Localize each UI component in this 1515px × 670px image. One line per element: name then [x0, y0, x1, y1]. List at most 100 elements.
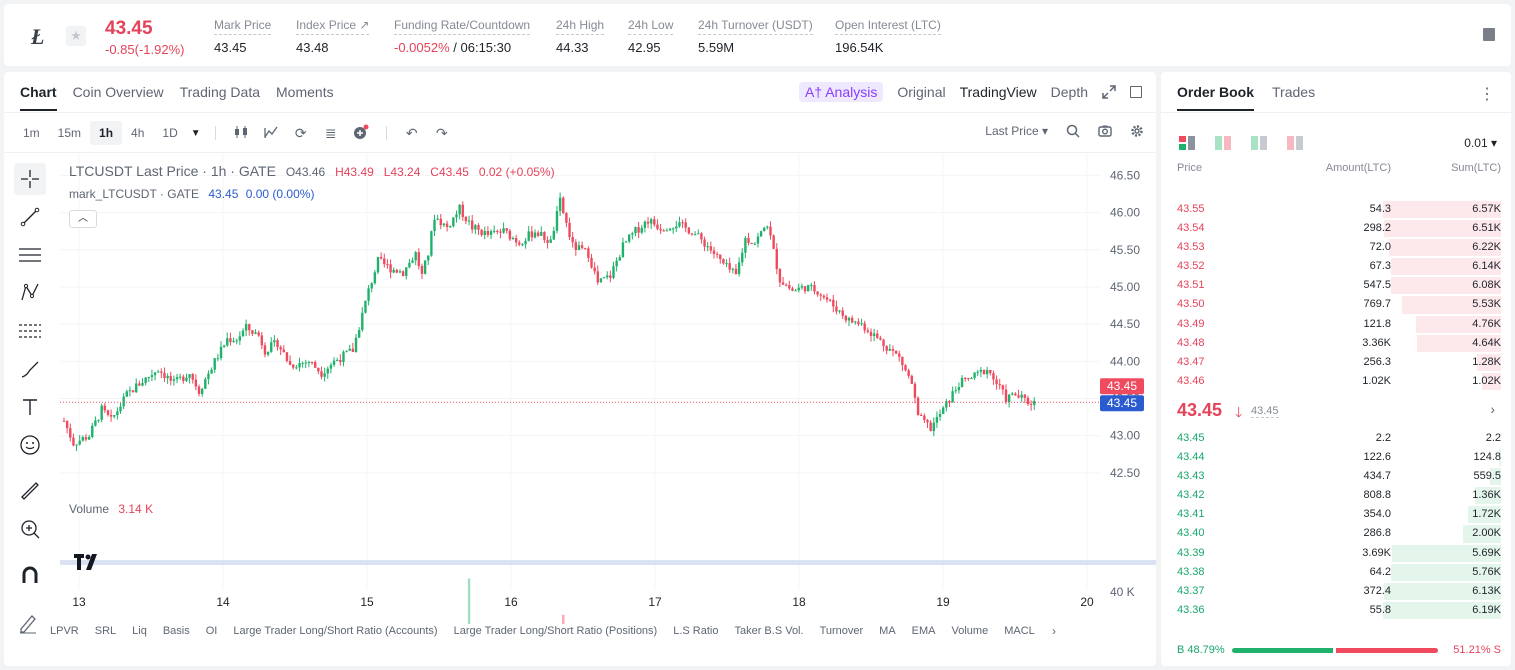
- horizontal-lines-icon: [19, 248, 41, 262]
- settings-list-icon[interactable]: ≣: [324, 124, 337, 141]
- view-depth[interactable]: Depth: [1050, 84, 1088, 100]
- interval-1h[interactable]: 1h: [90, 121, 123, 145]
- horizontal-lines-tool[interactable]: [12, 236, 48, 274]
- indicator-12[interactable]: Volume: [951, 625, 989, 637]
- ask-row[interactable]: 43.55 54.3 6.57K: [1161, 200, 1511, 219]
- ai-analysis-button[interactable]: A† Analysis: [798, 82, 884, 102]
- bid-row[interactable]: 43.36 55.8 6.19K: [1161, 601, 1511, 620]
- indicator-6[interactable]: Large Trader Long/Short Ratio (Positions…: [453, 625, 658, 637]
- candle: [885, 346, 888, 351]
- redo-icon[interactable]: ↷: [435, 124, 448, 141]
- ask-row[interactable]: 43.50 769.7 5.53K: [1161, 295, 1511, 314]
- bid-row[interactable]: 43.44 122.6 124.8: [1161, 448, 1511, 467]
- candle: [656, 224, 659, 229]
- ask-row[interactable]: 43.48 3.36K 4.64K: [1161, 334, 1511, 353]
- chevron-right-icon[interactable]: ›: [1052, 624, 1056, 638]
- candle: [618, 257, 621, 261]
- indicator-10[interactable]: MA: [879, 625, 896, 637]
- ask-row[interactable]: 43.53 72.0 6.22K: [1161, 238, 1511, 257]
- book-mode-mixed-icon[interactable]: [1215, 136, 1231, 150]
- candle-type-icon[interactable]: [226, 125, 256, 142]
- candle: [898, 353, 901, 357]
- indicator-11[interactable]: EMA: [911, 625, 936, 637]
- candle: [427, 255, 430, 261]
- gear-icon[interactable]: [1130, 124, 1144, 138]
- ruler-tool[interactable]: [12, 472, 48, 510]
- tab-order-book[interactable]: Order Book: [1177, 84, 1255, 111]
- tab-chart[interactable]: Chart: [20, 84, 57, 111]
- favorite-star-icon[interactable]: ★: [66, 26, 86, 46]
- interval-1d[interactable]: 1D: [162, 126, 178, 140]
- tab-trading-data[interactable]: Trading Data: [179, 84, 261, 100]
- expand-icon[interactable]: [1102, 85, 1116, 99]
- pattern-tool[interactable]: [12, 274, 48, 312]
- book-mode-bids-icon[interactable]: [1251, 136, 1267, 150]
- indicator-3[interactable]: Basis: [162, 625, 190, 637]
- bid-row[interactable]: 43.43 434.7 559.5: [1161, 467, 1511, 486]
- candle: [304, 362, 307, 364]
- interval-dropdown-icon[interactable]: ▼: [190, 127, 201, 139]
- text-icon: [23, 399, 37, 415]
- trendline-tool[interactable]: [12, 198, 48, 236]
- view-tradingview[interactable]: TradingView: [959, 84, 1037, 100]
- tab-trades[interactable]: Trades: [1272, 84, 1316, 100]
- indicator-5[interactable]: Large Trader Long/Short Ratio (Accounts): [233, 625, 438, 637]
- candle: [800, 286, 804, 288]
- emoji-tool[interactable]: [12, 426, 48, 464]
- text-tool[interactable]: [12, 388, 48, 426]
- refresh-icon[interactable]: ⟳: [294, 124, 307, 141]
- indicators-icon[interactable]: [256, 125, 286, 142]
- indicator-8[interactable]: Taker B.S Vol.: [734, 625, 804, 637]
- bid-row[interactable]: 43.37 372.4 6.13K: [1161, 582, 1511, 601]
- price-type-select[interactable]: Last Price ▾: [985, 124, 1048, 138]
- ask-row[interactable]: 43.54 298.2 6.51K: [1161, 219, 1511, 238]
- ask-row[interactable]: 43.52 67.3 6.14K: [1161, 257, 1511, 276]
- brush-tool[interactable]: [12, 350, 48, 388]
- book-mode-both-icon[interactable]: [1179, 136, 1195, 150]
- tab-moments[interactable]: Moments: [276, 84, 334, 100]
- indicator-1[interactable]: SRL: [94, 625, 117, 637]
- indicator-13[interactable]: MACL: [1004, 625, 1035, 637]
- ask-row[interactable]: 43.47 256.3 1.28K: [1161, 353, 1511, 372]
- collapse-legend-button[interactable]: ︿: [69, 210, 97, 228]
- interval-1m[interactable]: 1m: [23, 126, 40, 140]
- precision-select[interactable]: 0.01 ▾: [1464, 136, 1497, 150]
- bid-row[interactable]: 43.45 2.2 2.2: [1161, 429, 1511, 448]
- indicator-4[interactable]: OI: [205, 625, 218, 637]
- indicator-0[interactable]: LPVR: [50, 625, 79, 637]
- more-options-icon[interactable]: ⋮: [1479, 86, 1495, 103]
- fib-tool[interactable]: [12, 312, 48, 350]
- search-icon[interactable]: [1066, 124, 1080, 138]
- depth-bar: [1417, 334, 1501, 352]
- book-icon[interactable]: [1483, 28, 1495, 41]
- book-mode-asks-icon[interactable]: [1287, 136, 1303, 150]
- bid-row[interactable]: 43.40 286.8 2.00K: [1161, 524, 1511, 543]
- price-chart[interactable]: 46.5046.0045.5045.0044.5044.0043.5043.00…: [60, 154, 1156, 624]
- indicator-2[interactable]: Liq: [132, 625, 147, 637]
- bid-row[interactable]: 43.41 354.0 1.72K: [1161, 505, 1511, 524]
- pencil-icon[interactable]: [18, 612, 38, 637]
- stat-index-price[interactable]: Index Price ↗ 43.48: [296, 18, 370, 55]
- indicator-7[interactable]: L.S Ratio: [673, 625, 719, 637]
- window-icon[interactable]: [1130, 86, 1142, 98]
- ask-row[interactable]: 43.46 1.02K 1.02K: [1161, 372, 1511, 391]
- ask-row[interactable]: 43.49 121.8 4.76K: [1161, 315, 1511, 334]
- interval-4h[interactable]: 4h: [131, 126, 145, 140]
- bid-sum: 1.36K: [1472, 489, 1501, 502]
- bid-row[interactable]: 43.42 808.8 1.36K: [1161, 486, 1511, 505]
- add-indicator-icon[interactable]: [346, 124, 376, 143]
- ask-row[interactable]: 43.51 547.5 6.08K: [1161, 276, 1511, 295]
- view-original[interactable]: Original: [897, 84, 946, 100]
- bid-row[interactable]: 43.39 3.69K 5.69K: [1161, 544, 1511, 563]
- indicator-9[interactable]: Turnover: [819, 625, 864, 637]
- magnet-tool[interactable]: [12, 556, 48, 594]
- interval-15m[interactable]: 15m: [57, 126, 82, 140]
- crosshair-tool[interactable]: [12, 160, 48, 198]
- undo-icon[interactable]: ↶: [405, 124, 418, 141]
- mid-price-row[interactable]: 43.45 🡓 43.45 ›: [1177, 400, 1499, 424]
- tab-coin-overview[interactable]: Coin Overview: [72, 84, 164, 100]
- zoom-tool[interactable]: [12, 510, 48, 548]
- bid-row[interactable]: 43.38 64.2 5.76K: [1161, 563, 1511, 582]
- camera-icon[interactable]: [1098, 124, 1112, 138]
- depth-bar: [1384, 582, 1501, 600]
